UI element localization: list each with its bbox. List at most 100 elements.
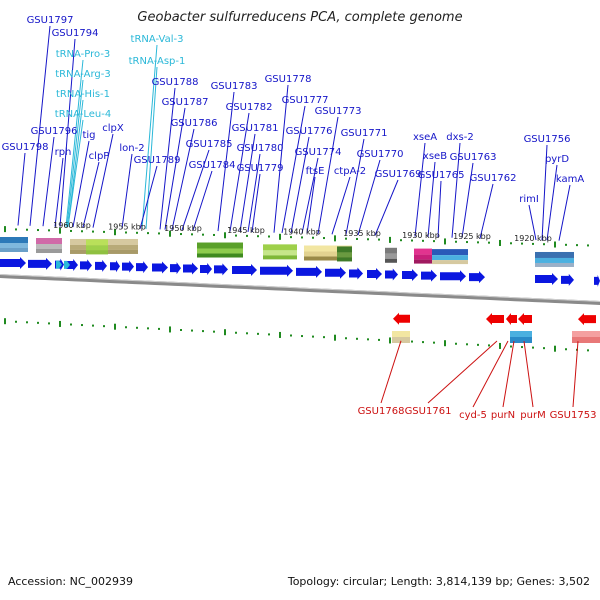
annotation-box (337, 246, 352, 253)
upper-tick (411, 239, 413, 242)
gene-label: xseB (423, 151, 447, 162)
upper-tick (345, 237, 347, 240)
upper-tick (543, 243, 545, 246)
upper-tick (587, 244, 589, 247)
gene-label: GSU1780 (237, 143, 284, 154)
label-leader (374, 179, 399, 236)
label-leader (72, 140, 90, 228)
label-leader (472, 340, 509, 408)
upper-tick (15, 228, 17, 231)
annotation-box (392, 331, 410, 337)
upper-tick (213, 233, 215, 236)
label-leader-lines (17, 25, 579, 408)
upper-tick (510, 242, 512, 245)
annotation-box (414, 259, 432, 264)
gene-label: GSU1798 (2, 142, 49, 153)
lower-tick (224, 329, 226, 336)
forward-gene-arrow (561, 273, 574, 286)
annotation-box (36, 249, 62, 254)
label-leader (251, 173, 261, 233)
gene-label: rph (55, 147, 72, 158)
gene-label: GSU1787 (162, 97, 209, 108)
lower-tick (477, 343, 479, 346)
upper-tick (224, 232, 226, 239)
gene-label: tRNA-Arg-3 (55, 69, 110, 80)
label-leader (239, 133, 256, 232)
lower-tick (92, 324, 94, 327)
scale-tick-label: 1955 kbp (108, 223, 146, 232)
gene-label: dxs-2 (446, 132, 473, 143)
upper-tick (125, 231, 127, 234)
label-leader (29, 25, 51, 226)
scale-labels: 1960 kbp 1955 kbp 1950 kbp 1945 kbp 1940 kbp… (53, 221, 552, 243)
upper-tick (257, 235, 259, 238)
gene-label: GSU1774 (295, 147, 342, 158)
annotation-box (432, 255, 468, 261)
annotation-box (263, 250, 297, 256)
lower-tick (114, 323, 116, 330)
gene-label: GSU1778 (265, 74, 312, 85)
upper-tick (4, 226, 6, 233)
lower-tick (499, 342, 501, 349)
annotation-box (0, 243, 28, 248)
gene-label: GSU1768 (358, 406, 405, 417)
forward-gene-arrow (385, 268, 398, 281)
scale-tick-label: 1935 kbp (343, 229, 381, 238)
lower-tick (125, 326, 127, 329)
label-leader (317, 116, 339, 234)
annotation-box (510, 337, 532, 343)
gene-label: GSU1765 (418, 170, 465, 181)
gene-label: tRNA-Leu-4 (55, 109, 111, 120)
gene-label: GSU1783 (211, 81, 258, 92)
label-leader (82, 161, 100, 228)
trna-gene-arrow (56, 260, 62, 269)
lower-tick (455, 342, 457, 345)
forward-gene-arrow (136, 261, 148, 274)
gene-label: GSU1794 (52, 28, 99, 39)
gene-label: GSU1781 (232, 123, 279, 134)
upper-tick (48, 229, 50, 232)
forward-gene-arrow (110, 260, 120, 273)
gene-label: GSU1782 (226, 102, 273, 113)
label-leader (461, 162, 474, 239)
upper-tick (433, 240, 435, 243)
lower-tick (158, 327, 160, 330)
annotation-box (304, 245, 352, 252)
upper-tick (323, 237, 325, 240)
lower-tick (26, 321, 28, 324)
lower-tick (411, 340, 413, 343)
lower-tick (180, 329, 182, 331)
forward-gene-arrow (152, 261, 168, 274)
reverse-gene-arrow (393, 312, 410, 325)
lower-tick (389, 337, 391, 344)
upper-tick (312, 236, 314, 239)
label-leader (217, 91, 235, 232)
scale-tick-label: 1960 kbp (53, 221, 91, 230)
forward-gene-arrow (440, 270, 466, 283)
upper-tick (334, 235, 336, 242)
annotation-box (337, 257, 352, 262)
gene-labels: GSU1797 GSU1794 tRNA-Pro-3 tRNA-Arg-3 tRNA-H… (2, 15, 597, 421)
label-leader (67, 119, 84, 227)
gene-label: lon-2 (119, 143, 144, 154)
lower-tick (15, 320, 17, 323)
gene-label: GSU1756 (524, 134, 571, 145)
gene-label: GSU1785 (186, 139, 233, 150)
label-leader (541, 144, 548, 241)
map-title: Geobacter sulfurreducens PCA, complete g… (137, 10, 463, 25)
lower-tick (312, 335, 314, 338)
label-leader (17, 152, 26, 226)
lower-tick (444, 340, 446, 347)
label-leader (427, 340, 498, 404)
upper-tick (488, 241, 490, 244)
label-leader (229, 112, 250, 232)
annotation-box (414, 254, 432, 260)
trna-gene-arrow (64, 260, 70, 269)
lower-tick (367, 338, 369, 341)
label-leader (145, 66, 158, 230)
reverse-gene-arrow (486, 312, 504, 325)
label-leader (139, 165, 158, 230)
gene-label: tRNA-His-1 (56, 89, 110, 100)
label-leader (306, 176, 316, 234)
label-leader (357, 159, 381, 236)
